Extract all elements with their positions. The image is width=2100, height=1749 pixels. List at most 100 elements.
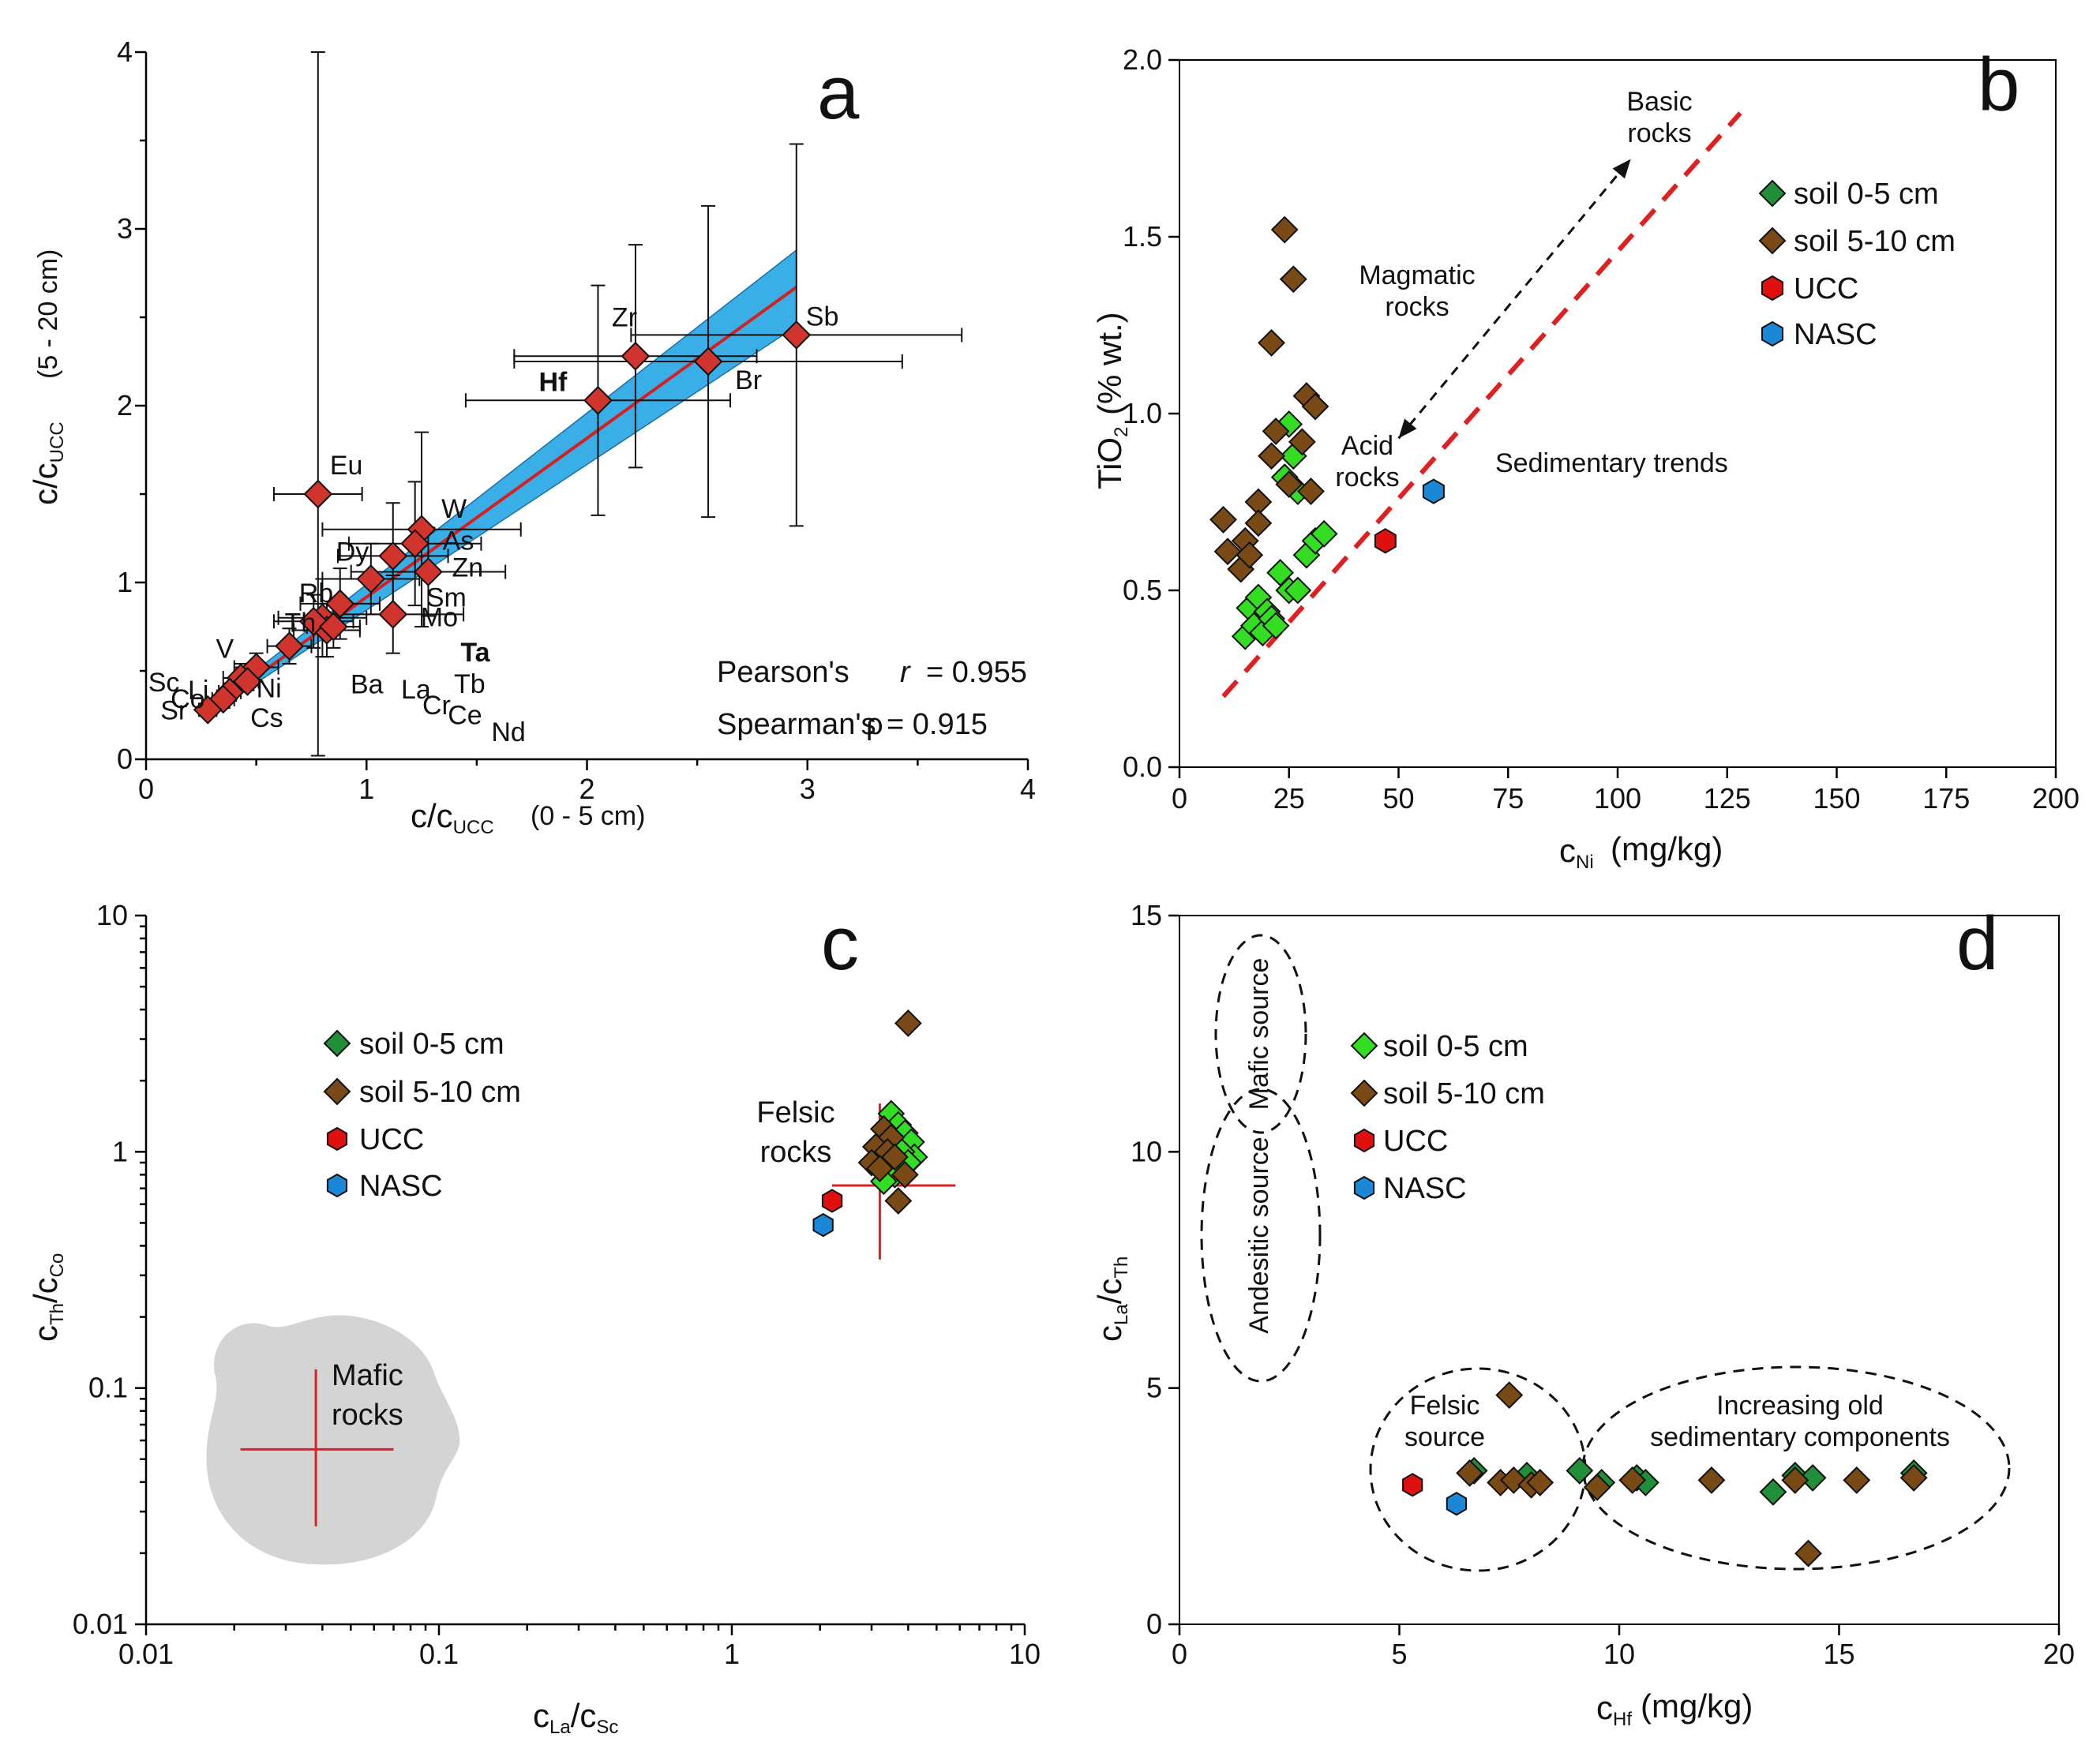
point-Sb [782, 320, 812, 350]
point-Sm [356, 564, 386, 594]
spearman-symbol: ρ [866, 708, 883, 741]
legend-marker-soil-5-10 [1350, 1079, 1378, 1107]
label-part: c/c [411, 797, 453, 834]
nasc-point [1422, 478, 1445, 504]
x-axis-title-tail: (mg/kg) [1641, 1687, 1753, 1725]
x-tick-label: 0 [1172, 782, 1187, 815]
soil-5-10-point [1583, 1473, 1611, 1501]
point-label-Sb: Sb [806, 301, 839, 331]
y-tick-label: 0.1 [88, 1372, 128, 1404]
legend-marker-soil-5-10 [323, 1077, 351, 1106]
legend-label: soil 0-5 cm [359, 1028, 504, 1061]
soil-0-5-point [1284, 576, 1312, 605]
arrow-head-acid [1398, 418, 1417, 439]
label-part: TiO [1091, 437, 1128, 489]
point-Zn [414, 557, 443, 586]
legend-label: UCC [1794, 272, 1858, 305]
point-label-Sr: Sr [160, 695, 187, 725]
mafic-source-label: Mafic source [1244, 958, 1274, 1110]
point-label-Br: Br [735, 365, 762, 395]
soil-5-10-point [1270, 215, 1299, 244]
point-Zr [621, 341, 651, 371]
soil-0-5-point [1566, 1457, 1594, 1485]
legend-marker-soil-0-5 [1758, 179, 1787, 208]
y-tick-label: 1.5 [1123, 220, 1162, 253]
legend-label: soil 5-10 cm [1383, 1077, 1545, 1110]
sedimentary-trends-label: Sedimentary trends [1495, 448, 1728, 478]
mafic-source-region [1214, 934, 1307, 1134]
point-label-Co: Co [171, 684, 204, 714]
soil-5-10-point [1236, 541, 1264, 569]
soil-5-10-point [1526, 1468, 1554, 1496]
legend-marker-soil-0-5 [323, 1029, 351, 1058]
old-sedimentary-label: Increasing old [1716, 1391, 1884, 1421]
label-part: /c [1091, 1279, 1128, 1305]
point-As [400, 529, 430, 559]
soil-0-5-point [1262, 612, 1290, 640]
point-label-Eu: Eu [330, 451, 363, 481]
panel-label-a: a [817, 51, 860, 135]
ucc-point [1374, 528, 1397, 554]
label-part: c [1091, 1325, 1128, 1342]
legend-marker-ucc [1761, 275, 1783, 301]
x-tick-label: 10 [1603, 1638, 1635, 1670]
point-Eu [303, 479, 333, 509]
label-part: c/c [27, 463, 64, 505]
legend-marker-ucc [326, 1126, 348, 1152]
point-Sr [193, 695, 223, 725]
panel-label-b: b [1978, 43, 2019, 127]
felsic-source-label: Felsic [1410, 1391, 1480, 1421]
soil-5-10-point [1209, 505, 1237, 534]
point-label-Ta: Ta [460, 638, 490, 668]
soil-5-10-point [1262, 417, 1290, 445]
point-Hf [583, 385, 613, 415]
subscript: UCC [47, 421, 68, 463]
felsic-source-label: source [1404, 1422, 1485, 1452]
point-label-Sm: Sm [426, 583, 467, 613]
label-part: c [533, 1697, 549, 1734]
andesitic-source-region [1200, 1088, 1322, 1383]
x-tick-label: 50 [1382, 782, 1414, 815]
subscript: La [549, 1717, 571, 1738]
soil-5-10-point [1495, 1381, 1524, 1410]
point-V [233, 667, 262, 696]
x-axis-title: cHf [1596, 1689, 1632, 1730]
magmatic-rocks-label: Magmatic [1359, 260, 1475, 290]
legend-marker-soil-5-10 [1758, 227, 1787, 255]
label-part: c [27, 1325, 64, 1342]
ucc-point [821, 1189, 843, 1213]
x-tick-label: 3 [800, 773, 816, 805]
x-tick-label: 0.01 [118, 1638, 174, 1670]
point-label-Sc: Sc [148, 668, 180, 698]
y-tick-label: 5 [1146, 1372, 1162, 1404]
x-axis-title-tail: (mg/kg) [1611, 830, 1723, 867]
soil-0-5-point [1266, 559, 1295, 587]
subscript: Hf [1613, 1709, 1632, 1730]
legend-label: UCC [359, 1123, 424, 1156]
label-part: c [1559, 832, 1576, 869]
soil-5-10-point [1899, 1463, 1928, 1492]
x-tick-label: 0.1 [419, 1638, 459, 1670]
acid-rocks-label: Acid [1341, 431, 1393, 461]
y-tick-label: 15 [1131, 899, 1162, 931]
subscript: Co [47, 1253, 68, 1278]
basic-rocks-label: rocks [1627, 118, 1691, 148]
point-label-Ce: Ce [448, 700, 482, 730]
ucc-point [1402, 1473, 1423, 1497]
x-tick-label: 20 [2043, 1638, 2075, 1670]
soil-5-10-point [891, 1160, 919, 1189]
y-tick-label: 1.0 [1123, 397, 1162, 429]
panel-label-d: d [1956, 901, 1998, 986]
point-label-Li: Li [188, 676, 208, 706]
point-Nd [318, 612, 348, 642]
felsic-rocks-label: Felsic [756, 1096, 834, 1129]
sedimentary-trend-line [1221, 111, 1742, 698]
panel-label-c: c [821, 901, 859, 986]
legend-label: soil 5-10 cm [359, 1076, 521, 1109]
x-tick-label: 200 [2032, 782, 2079, 815]
panel-c: 0.010.01 0.1 0.1 1 1 10 10 Mafic rocks Felsic rock… [27, 899, 1041, 1738]
y-axis-title-tail: (5 - 20 cm) [33, 249, 63, 379]
magmatic-rocks-label: rocks [1385, 292, 1449, 322]
arrow-head-basic [1612, 159, 1631, 179]
x-tick-label: 100 [1594, 782, 1641, 815]
